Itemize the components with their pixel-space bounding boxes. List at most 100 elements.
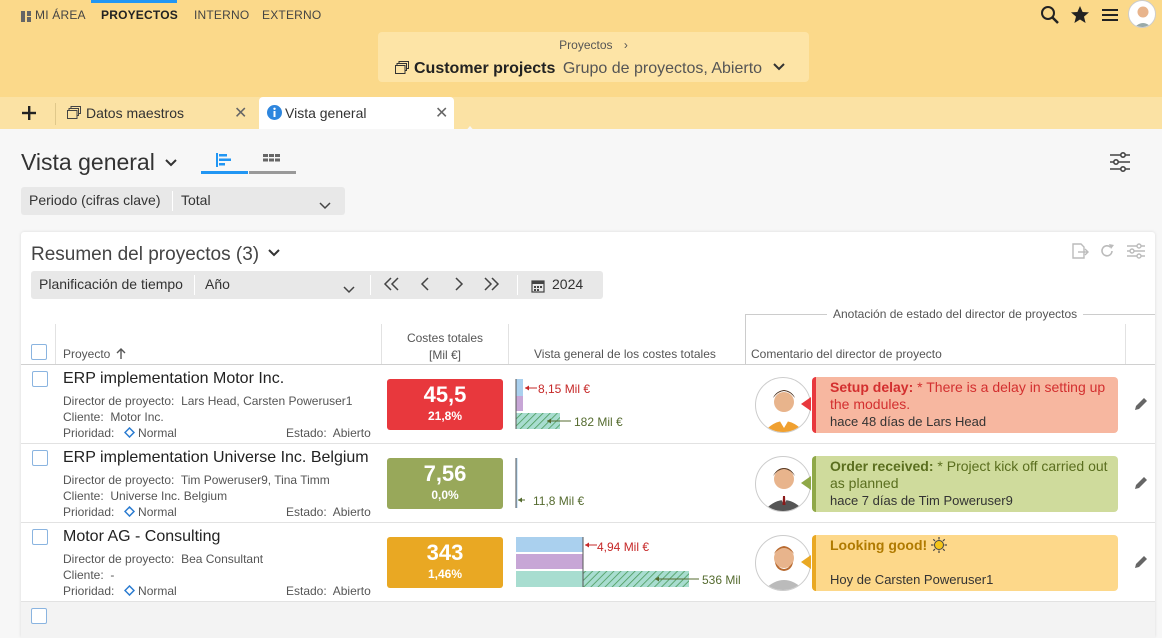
- settings-sliders-icon[interactable]: [1110, 151, 1130, 173]
- column-header-costs[interactable]: Costes totales [Mil €]: [406, 331, 484, 362]
- cost-value: 343: [426, 540, 464, 565]
- time-planning-label: Planificación de tiempo: [39, 276, 183, 292]
- nav-active-indicator: [91, 0, 177, 3]
- project-priority: Normal: [138, 584, 177, 598]
- project-summary-panel: Resumen del proyectos (3) Planificación …: [21, 232, 1155, 638]
- priority-label: Prioridad:: [63, 426, 115, 440]
- priority-label: Prioridad:: [63, 584, 115, 598]
- client-label: Cliente:: [63, 410, 104, 424]
- view-title[interactable]: Vista general: [21, 146, 177, 176]
- director-label: Director de proyecto:: [63, 552, 175, 566]
- next-icon[interactable]: [454, 277, 464, 291]
- sun-icon: [931, 537, 948, 553]
- add-tab-icon[interactable]: [21, 105, 37, 121]
- top-bar: MI ÁREA PROYECTOS INTERNO EXTERNO Proyec…: [0, 0, 1162, 97]
- cost-value: 7,56: [423, 461, 467, 486]
- chevron-down-icon[interactable]: [319, 197, 331, 210]
- tab-bar: Datos maestros ✕ Vista general ✕: [0, 97, 1162, 134]
- star-icon[interactable]: [1070, 5, 1090, 25]
- cost-label-top: 8,15 Mil €: [538, 382, 591, 396]
- panel-settings-icon[interactable]: [1127, 243, 1145, 259]
- chevron-down-icon: [268, 241, 281, 257]
- first-page-icon[interactable]: [383, 277, 401, 291]
- cost-label-bottom: 182 Mil €: [574, 415, 623, 429]
- priority-diamond-icon: [123, 426, 136, 439]
- project-client: Universe Inc. Belgium: [110, 489, 228, 503]
- row-checkbox[interactable]: [32, 450, 48, 466]
- year-value[interactable]: 2024: [552, 276, 584, 292]
- project-status: Abierto: [332, 584, 371, 598]
- comment-title: Looking good!: [830, 537, 928, 553]
- project-client: Motor Inc.: [110, 410, 164, 424]
- time-planning-select[interactable]: Año: [205, 276, 230, 292]
- row-checkbox[interactable]: [32, 529, 48, 545]
- cost-kpi: 7,56 0,0%: [387, 458, 503, 509]
- breadcrumb-parent[interactable]: Proyectos: [559, 38, 613, 52]
- nav-mi-area[interactable]: MI ÁREA: [35, 8, 86, 22]
- cost-bar: [516, 554, 583, 569]
- user-avatar[interactable]: [1128, 0, 1156, 28]
- tab-vista-general[interactable]: Vista general ✕: [259, 97, 454, 129]
- last-page-icon[interactable]: [482, 277, 500, 291]
- cost-kpi: 343 1,46%: [387, 537, 503, 588]
- view-grid-button[interactable]: [249, 149, 296, 174]
- close-icon[interactable]: ✕: [234, 105, 248, 122]
- manager-avatar: [755, 456, 811, 512]
- previous-icon[interactable]: [420, 277, 430, 291]
- priority-label: Prioridad:: [63, 505, 115, 519]
- comment-author: Hoy de Carsten Poweruser1: [830, 572, 994, 587]
- cost-overview-chart: [516, 537, 699, 587]
- edit-icon[interactable]: [1133, 396, 1149, 412]
- panel-title[interactable]: Resumen del proyectos (3): [31, 241, 281, 266]
- nav-externo[interactable]: EXTERNO: [262, 8, 322, 22]
- status-label: Estado:: [286, 505, 327, 519]
- menu-icon[interactable]: [1100, 5, 1120, 25]
- page-title[interactable]: Customer projects Grupo de proyectos, Ab…: [395, 58, 785, 78]
- cost-bar: [516, 379, 523, 396]
- select-all-checkbox[interactable]: [31, 344, 47, 360]
- comment-text: * There is a delay in setting up the mod…: [830, 379, 1106, 412]
- edit-icon[interactable]: [1133, 475, 1149, 491]
- status-label: Estado:: [286, 426, 327, 440]
- comment-pointer-icon: [801, 476, 811, 490]
- column-header-project[interactable]: Proyecto: [63, 347, 126, 361]
- refresh-icon[interactable]: [1099, 243, 1115, 259]
- cost-label-top: 4,94 Mil €: [597, 540, 650, 554]
- project-name[interactable]: ERP implementation Universe Inc. Belgium: [63, 449, 369, 466]
- edit-icon[interactable]: [1133, 554, 1149, 570]
- project-name[interactable]: ERP implementation Motor Inc.: [63, 370, 285, 387]
- client-label: Cliente:: [63, 489, 104, 503]
- chevron-down-icon[interactable]: [772, 58, 785, 71]
- cost-bar: [583, 571, 689, 587]
- cost-kpi: 45,5 21,8%: [387, 379, 503, 430]
- export-icon[interactable]: [1071, 243, 1089, 259]
- calendar-icon[interactable]: [531, 279, 545, 293]
- arrow-icon: [525, 385, 529, 391]
- column-header-comment[interactable]: Comentario del director de proyecto: [751, 347, 942, 361]
- cost-overview-chart: [515, 379, 571, 429]
- nav-proyectos[interactable]: PROYECTOS: [101, 8, 178, 22]
- chevron-down-icon[interactable]: [343, 281, 355, 294]
- footer-checkbox[interactable]: [31, 608, 47, 624]
- director-label: Director de proyecto:: [63, 473, 175, 487]
- search-icon[interactable]: [1040, 5, 1060, 25]
- nav-interno[interactable]: INTERNO: [194, 8, 250, 22]
- project-name[interactable]: Motor AG - Consulting: [63, 528, 221, 545]
- close-icon[interactable]: ✕: [435, 105, 449, 122]
- comment-pointer-icon: [801, 555, 811, 569]
- comment-card: Looking good! Hoy de Carsten Poweruser1: [812, 535, 1118, 591]
- cost-bar: [516, 458, 518, 508]
- column-header-overview[interactable]: Vista general de los costes totales: [534, 347, 716, 361]
- row-checkbox[interactable]: [32, 371, 48, 387]
- tab-pointer-icon: [463, 121, 477, 134]
- info-icon: [267, 105, 282, 120]
- arrow-icon: [655, 576, 659, 582]
- view-gantt-button[interactable]: [201, 149, 248, 174]
- arrow-icon: [547, 418, 551, 424]
- tab-datos-maestros[interactable]: Datos maestros ✕: [58, 97, 256, 129]
- time-planning-filter: Planificación de tiempo Año 2024: [31, 271, 603, 299]
- cost-percent: 21,8%: [427, 409, 463, 423]
- period-select[interactable]: Total: [181, 192, 211, 208]
- manager-avatar: [755, 377, 811, 433]
- tab-label: Datos maestros: [86, 105, 185, 121]
